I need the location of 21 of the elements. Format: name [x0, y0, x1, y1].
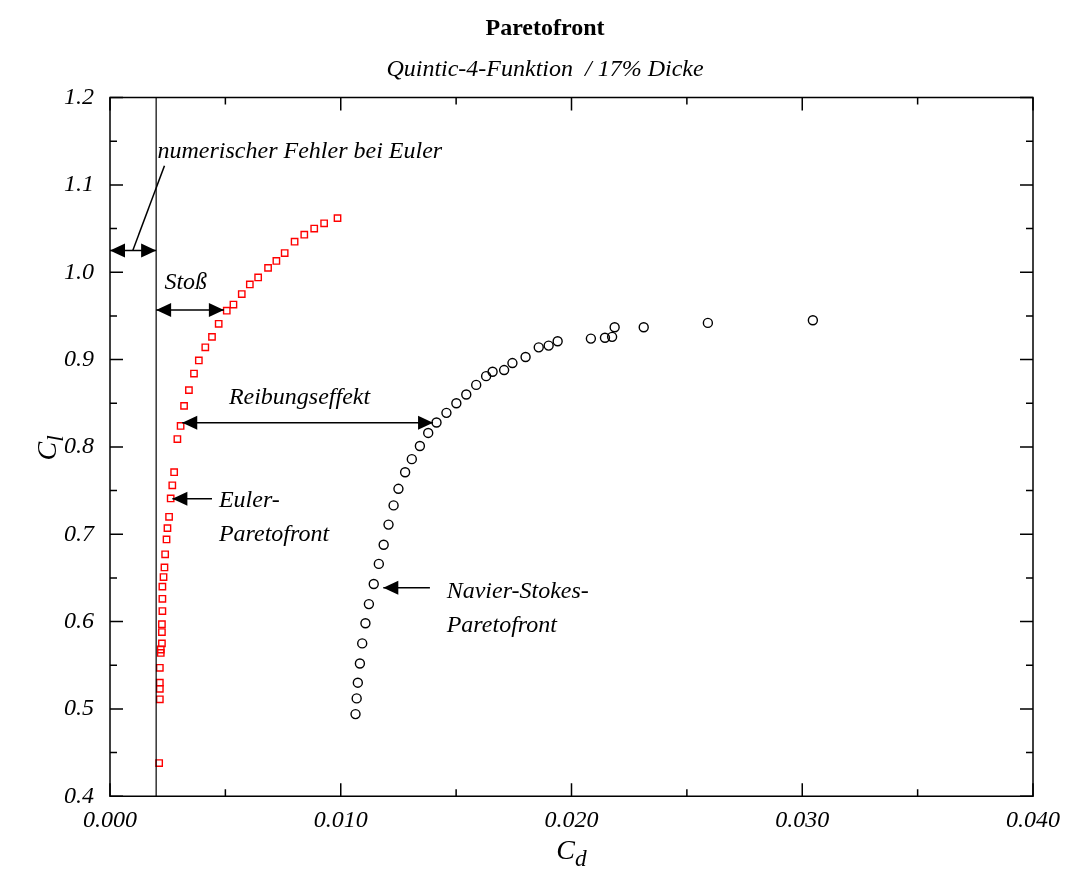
y-tick-label: 1.0: [64, 257, 94, 284]
x-axis-title: C$_{d}$: [555, 834, 588, 872]
x-tick-label: 0.030: [775, 805, 830, 832]
y-tick-label: 0.9: [64, 344, 94, 371]
x-tick-label: 0.040: [1006, 805, 1060, 832]
y-tick-label: 1.1: [64, 170, 94, 197]
annotation: Reibungseffekt: [227, 382, 372, 409]
y-tick-label: 0.7: [64, 519, 95, 546]
annotation: Navier-Stokes-Paretofront: [445, 576, 589, 637]
chart-subtitle: Quintic-4-Funktion / 17% Dicke: [386, 54, 704, 81]
y-tick-label: 0.6: [64, 606, 94, 633]
x-tick-label: 0.000: [83, 805, 137, 832]
y-tick-label: 1.2: [64, 82, 94, 109]
x-tick-label: 0.010: [313, 805, 368, 832]
y-tick-label: 0.5: [64, 694, 94, 721]
annotation: Stoß: [164, 268, 208, 295]
annotation: numerischer Fehler bei Euler: [157, 136, 443, 163]
x-tick-label: 0.020: [544, 805, 599, 832]
chart-title: Paretofront: [485, 13, 605, 40]
y-tick-label: 0.4: [64, 781, 94, 808]
annotation: Euler-Paretofront: [217, 485, 331, 546]
